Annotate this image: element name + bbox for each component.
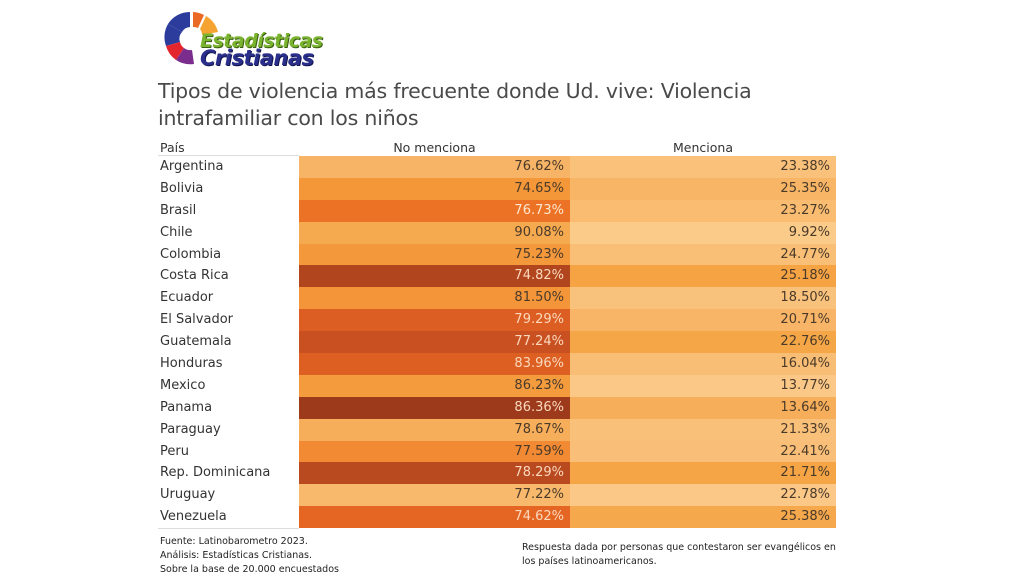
no-menciona-cell: 76.62% xyxy=(299,156,570,178)
column-header-menciona: Menciona xyxy=(673,140,733,155)
menciona-cell: 13.64% xyxy=(570,396,836,419)
menciona-cell: 20.71% xyxy=(570,309,836,332)
country-label: Venezuela xyxy=(160,509,227,525)
footer-source-block: Fuente: Latinobarometro 2023. Análisis: … xyxy=(160,535,339,577)
menciona-cell: 22.78% xyxy=(570,484,836,507)
country-label: Colombia xyxy=(160,246,222,262)
country-label: Brasil xyxy=(160,202,197,218)
country-label: Ecuador xyxy=(160,290,214,306)
table-bottom-divider xyxy=(158,528,299,529)
menciona-cell: 9.92% xyxy=(570,221,836,244)
country-label: Rep. Dominicana xyxy=(160,465,271,481)
country-label: Uruguay xyxy=(160,487,216,503)
country-label: Chile xyxy=(160,224,193,240)
no-menciona-cell: 83.96% xyxy=(299,353,570,375)
footer-base: Sobre la base de 20.000 encuestados xyxy=(160,564,339,575)
no-menciona-cell: 74.82% xyxy=(299,265,570,288)
logo-segment-blue xyxy=(168,11,190,33)
country-label: Peru xyxy=(160,443,189,459)
data-table: Argentina 76.62% 23.38% Bolivia 74.65% 25.35%… xyxy=(158,156,836,529)
logo-text-line2: Cristianas xyxy=(200,46,314,70)
menciona-cell: 22.41% xyxy=(570,440,836,463)
country-label: Panama xyxy=(160,399,213,415)
chart-title: Tipos de violencia más frecuente donde U… xyxy=(158,79,752,130)
column-header-country: País xyxy=(160,140,185,155)
country-label: Paraguay xyxy=(160,421,221,437)
country-label: Honduras xyxy=(160,356,223,372)
no-menciona-cell: 86.36% xyxy=(299,396,570,419)
table-row: Rep. Dominicana 78.29% 21.71% xyxy=(158,462,836,485)
country-label: Argentina xyxy=(160,159,224,174)
column-header-no-menciona: No menciona xyxy=(393,140,476,155)
no-menciona-cell: 77.22% xyxy=(299,484,570,507)
menciona-cell: 25.35% xyxy=(570,177,836,200)
no-menciona-cell: 78.67% xyxy=(299,418,570,441)
menciona-cell: 21.33% xyxy=(570,418,836,441)
logo-segment-blue2 xyxy=(164,24,182,46)
country-label: Mexico xyxy=(160,377,206,393)
logo-segment-yellow xyxy=(200,16,218,35)
menciona-cell: 23.27% xyxy=(570,199,836,222)
no-menciona-cell: 79.29% xyxy=(299,309,570,332)
table-row: Guatemala 77.24% 22.76% xyxy=(158,331,836,354)
no-menciona-cell: 75.23% xyxy=(299,243,570,266)
table-row: Bolivia 74.65% 25.35% xyxy=(158,177,836,200)
menciona-cell: 22.76% xyxy=(570,331,836,354)
no-menciona-cell: 86.23% xyxy=(299,374,570,397)
footer-analysis: Análisis: Estadísticas Cristianas. xyxy=(160,550,312,561)
country-label: El Salvador xyxy=(160,312,233,328)
logo-ring-icon xyxy=(164,11,218,65)
logo-text-line1: Estadísticas xyxy=(200,30,323,52)
table-row: Colombia 75.23% 24.77% xyxy=(158,243,836,266)
country-label: Costa Rica xyxy=(160,268,229,284)
footer-source: Fuente: Latinobarometro 2023. xyxy=(160,536,308,547)
menciona-cell: 23.38% xyxy=(570,156,836,178)
table-row: Argentina 76.62% 23.38% xyxy=(158,156,836,178)
no-menciona-cell: 81.50% xyxy=(299,287,570,310)
no-menciona-cell: 76.73% xyxy=(299,199,570,222)
table-row: Uruguay 77.22% 22.78% xyxy=(158,484,836,507)
table-row: El Salvador 79.29% 20.71% xyxy=(158,309,836,332)
table-row: Peru 77.59% 22.41% xyxy=(158,440,836,463)
logo-segment-purple xyxy=(176,48,194,65)
menciona-cell: 21.71% xyxy=(570,462,836,485)
footer-note: Respuesta dada por personas que contesta… xyxy=(522,542,836,567)
menciona-cell: 13.77% xyxy=(570,374,836,397)
no-menciona-cell: 77.59% xyxy=(299,440,570,463)
table-row: Honduras 83.96% 16.04% xyxy=(158,353,836,375)
no-menciona-cell: 74.62% xyxy=(299,506,570,529)
menciona-cell: 25.18% xyxy=(570,265,836,288)
table-row: Brasil 76.73% 23.27% xyxy=(158,199,836,222)
no-menciona-cell: 77.24% xyxy=(299,331,570,354)
table-row: Venezuela 74.62% 25.38% xyxy=(158,506,836,529)
table-row: Panama 86.36% 13.64% xyxy=(158,396,836,419)
menciona-cell: 18.50% xyxy=(570,287,836,310)
no-menciona-cell: 78.29% xyxy=(299,462,570,485)
logo-segment-red xyxy=(166,42,184,60)
menciona-cell: 24.77% xyxy=(570,243,836,266)
logo: Estadísticas Cristianas xyxy=(160,6,350,70)
no-menciona-cell: 74.65% xyxy=(299,177,570,200)
menciona-cell: 16.04% xyxy=(570,353,836,375)
table-row: Mexico 86.23% 13.77% xyxy=(158,374,836,397)
table-row: Ecuador 81.50% 18.50% xyxy=(158,287,836,310)
table-row: Costa Rica 74.82% 25.18% xyxy=(158,265,836,288)
country-label: Guatemala xyxy=(160,334,232,350)
table-row: Chile 90.08% 9.92% xyxy=(158,221,836,244)
no-menciona-cell: 90.08% xyxy=(299,221,570,244)
menciona-cell: 25.38% xyxy=(570,506,836,529)
logo-segment-orange xyxy=(193,12,204,28)
country-label: Bolivia xyxy=(160,180,204,196)
table-row: Paraguay 78.67% 21.33% xyxy=(158,418,836,441)
header-divider xyxy=(158,155,299,156)
